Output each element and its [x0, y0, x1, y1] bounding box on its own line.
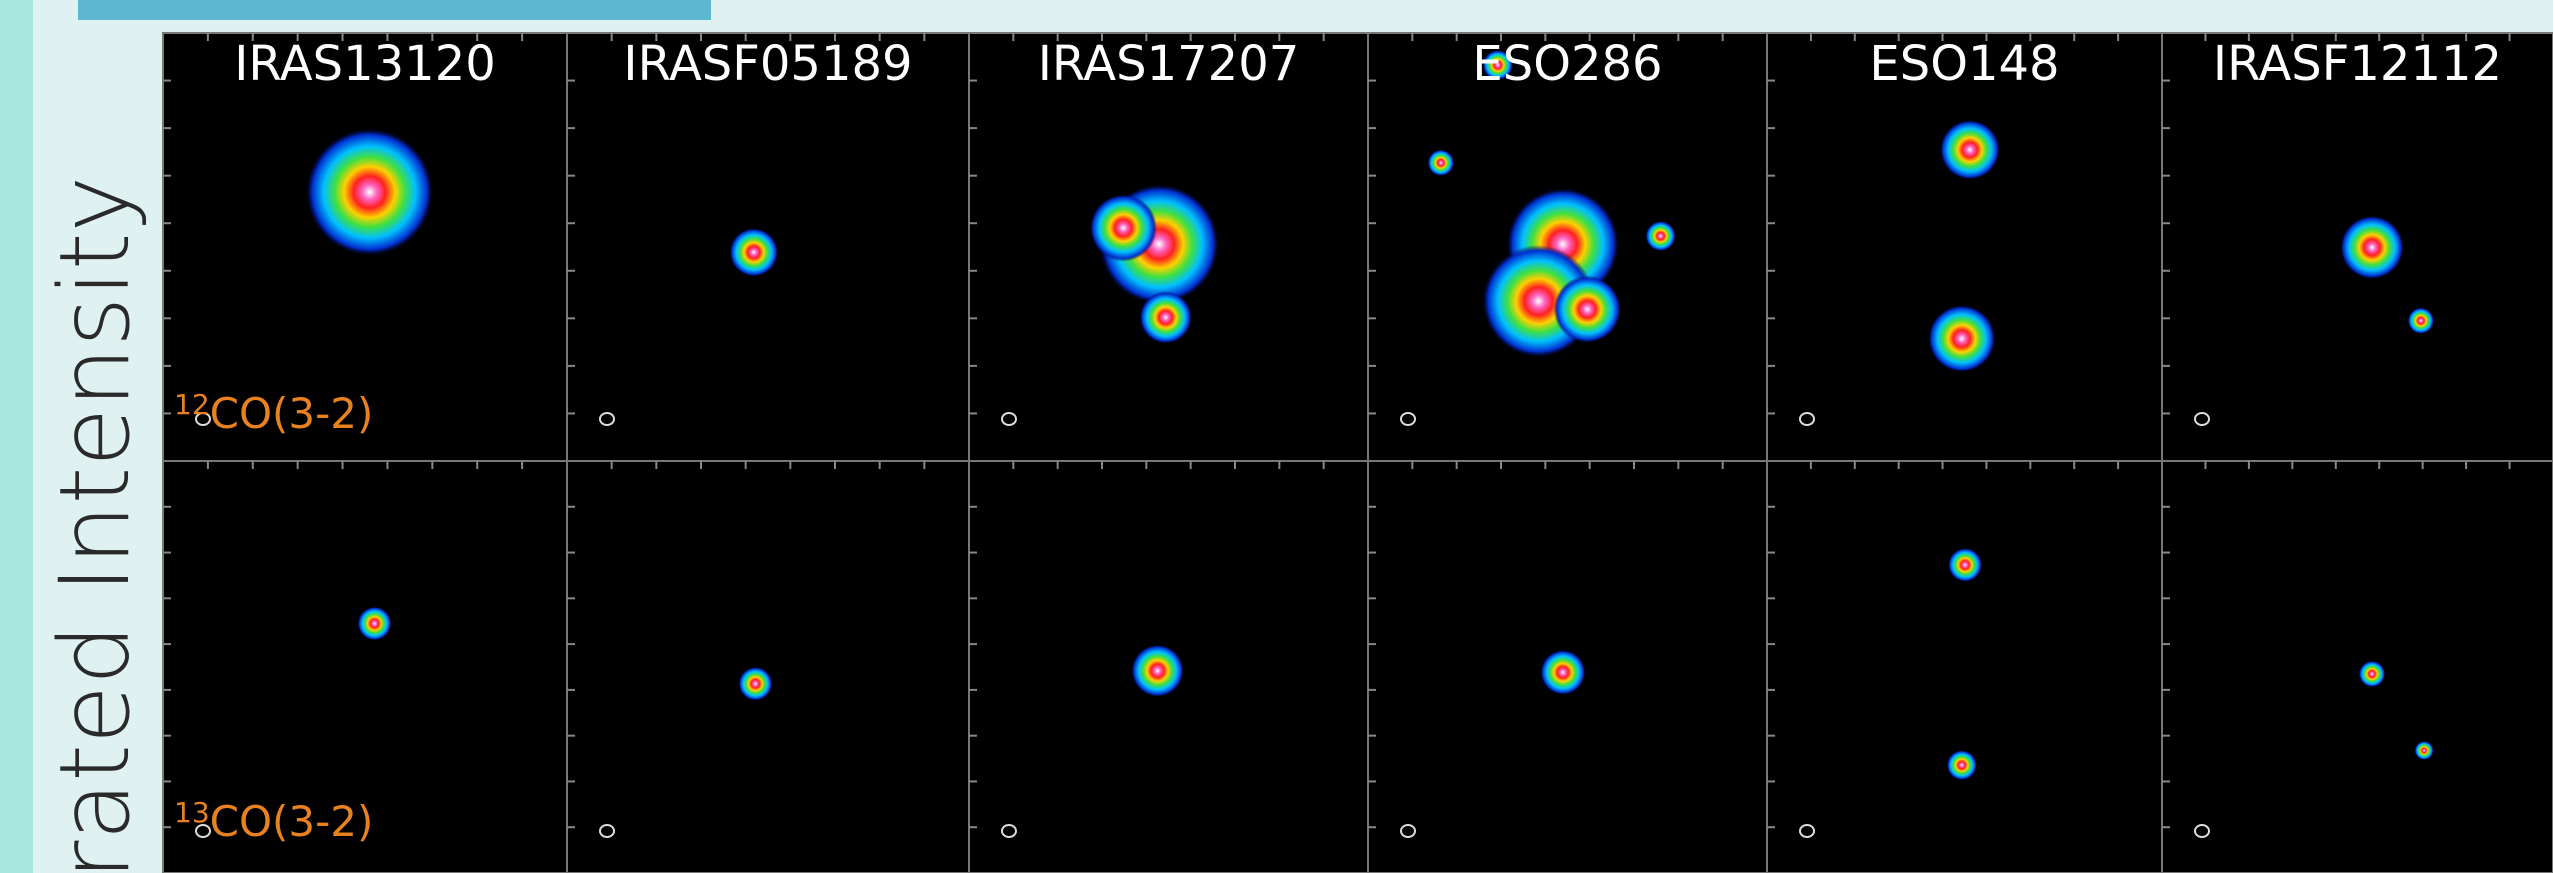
panel [1767, 461, 2162, 873]
emission-blob [1948, 548, 1982, 582]
emission-blob [1090, 194, 1157, 261]
emission-blob [1554, 276, 1621, 343]
emission-blob [1940, 120, 2000, 180]
slide: rated Intensity IRAS13120 IRASF05189 IRAS1… [0, 0, 2553, 873]
column-title: IRASF05189 [623, 36, 912, 92]
top-bar [78, 0, 711, 20]
emission-blob [2359, 661, 2385, 687]
emission-blob [2408, 308, 2434, 334]
molecule: CO(3-2) [210, 389, 374, 438]
emission-blob [729, 228, 778, 277]
column-title: IRAS17207 [1038, 36, 1300, 92]
vertical-label: rated Intensity [39, 176, 151, 873]
panel [2162, 461, 2553, 873]
molecule: CO(3-2) [210, 797, 374, 846]
emission-blob [2415, 741, 2434, 760]
emission-blob [306, 128, 433, 255]
panel [1767, 33, 2162, 461]
emission-blob [1646, 221, 1676, 251]
column-title: IRASF12112 [2213, 36, 2502, 92]
emission-blob [2340, 216, 2404, 280]
side-strip [0, 0, 33, 873]
panel [567, 461, 969, 873]
emission-blob [1947, 750, 1977, 780]
emission-blob [1540, 650, 1585, 695]
emission-blob [1428, 150, 1454, 176]
emission-blob [1928, 305, 1995, 372]
column-title: ESO148 [1869, 36, 2059, 92]
column-title: IRAS13120 [234, 36, 496, 92]
isotope: 12 [174, 388, 210, 421]
isotope: 13 [174, 796, 210, 829]
emission-blob [1139, 291, 1191, 343]
emission-blob [1131, 645, 1183, 697]
column-title: ESO286 [1472, 36, 1662, 92]
emission-blob [739, 667, 773, 701]
emission-blob [358, 607, 392, 641]
